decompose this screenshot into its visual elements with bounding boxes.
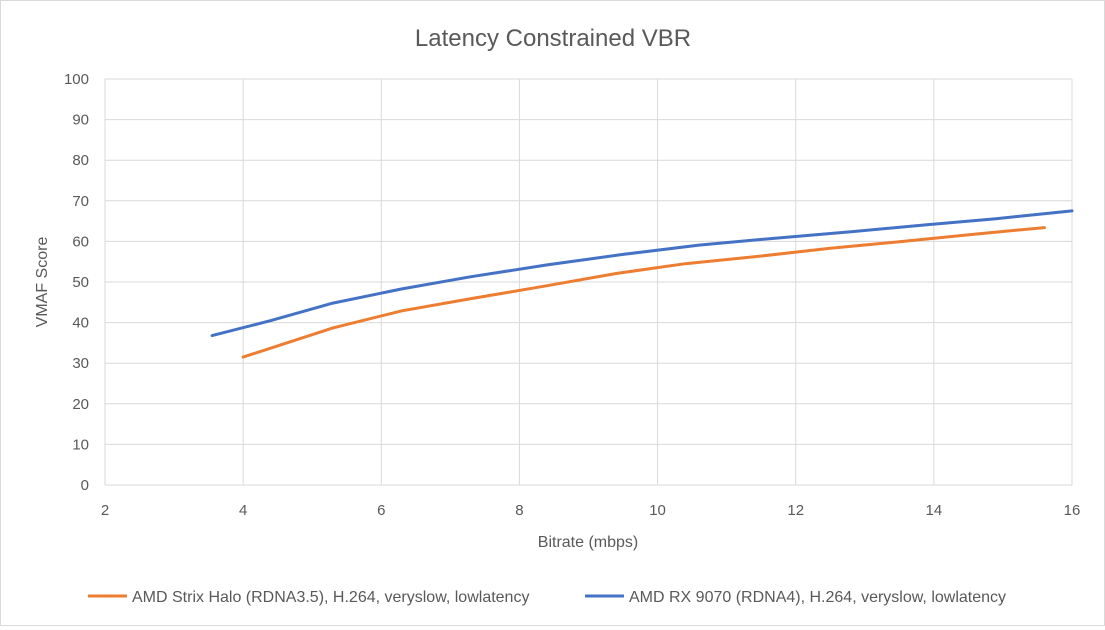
y-tick-label: 100 [64, 71, 89, 88]
y-axis-ticks: 0 10 20 30 40 50 60 70 80 90 100 [64, 71, 89, 494]
y-tick-label: 20 [72, 396, 89, 413]
x-tick-label: 10 [649, 502, 666, 519]
y-tick-label: 80 [72, 152, 89, 169]
y-axis-label: VMAF Score [34, 237, 51, 328]
y-tick-label: 0 [81, 477, 89, 494]
series-lines [210, 209, 1074, 359]
x-tick-label: 16 [1064, 502, 1081, 519]
series-line-0 [241, 226, 1046, 359]
x-tick-label: 4 [239, 502, 247, 519]
y-tick-label: 40 [72, 315, 89, 332]
legend-label-strix-halo: AMD Strix Halo (RDNA3.5), H.264, veryslo… [132, 589, 529, 606]
x-tick-label: 14 [926, 502, 943, 519]
legend: AMD Strix Halo (RDNA3.5), H.264, veryslo… [88, 589, 1006, 606]
y-tick-label: 30 [72, 355, 89, 372]
y-tick-label: 50 [72, 274, 89, 291]
y-tick-label: 90 [72, 112, 89, 129]
x-axis-ticks: 2 4 6 8 10 12 14 16 [101, 502, 1081, 519]
x-tick-label: 8 [515, 502, 523, 519]
y-tick-label: 10 [72, 436, 89, 453]
y-tick-label: 70 [72, 193, 89, 210]
x-tick-label: 12 [787, 502, 804, 519]
series-line-1 [210, 209, 1074, 338]
x-axis-label: Bitrate (mbps) [538, 534, 638, 551]
x-tick-label: 2 [101, 502, 109, 519]
x-tick-label: 6 [377, 502, 385, 519]
chart-title: Latency Constrained VBR [415, 25, 691, 52]
grid [104, 78, 1073, 486]
y-tick-label: 60 [72, 233, 89, 250]
legend-label-rx-9070: AMD RX 9070 (RDNA4), H.264, veryslow, lo… [629, 589, 1006, 606]
